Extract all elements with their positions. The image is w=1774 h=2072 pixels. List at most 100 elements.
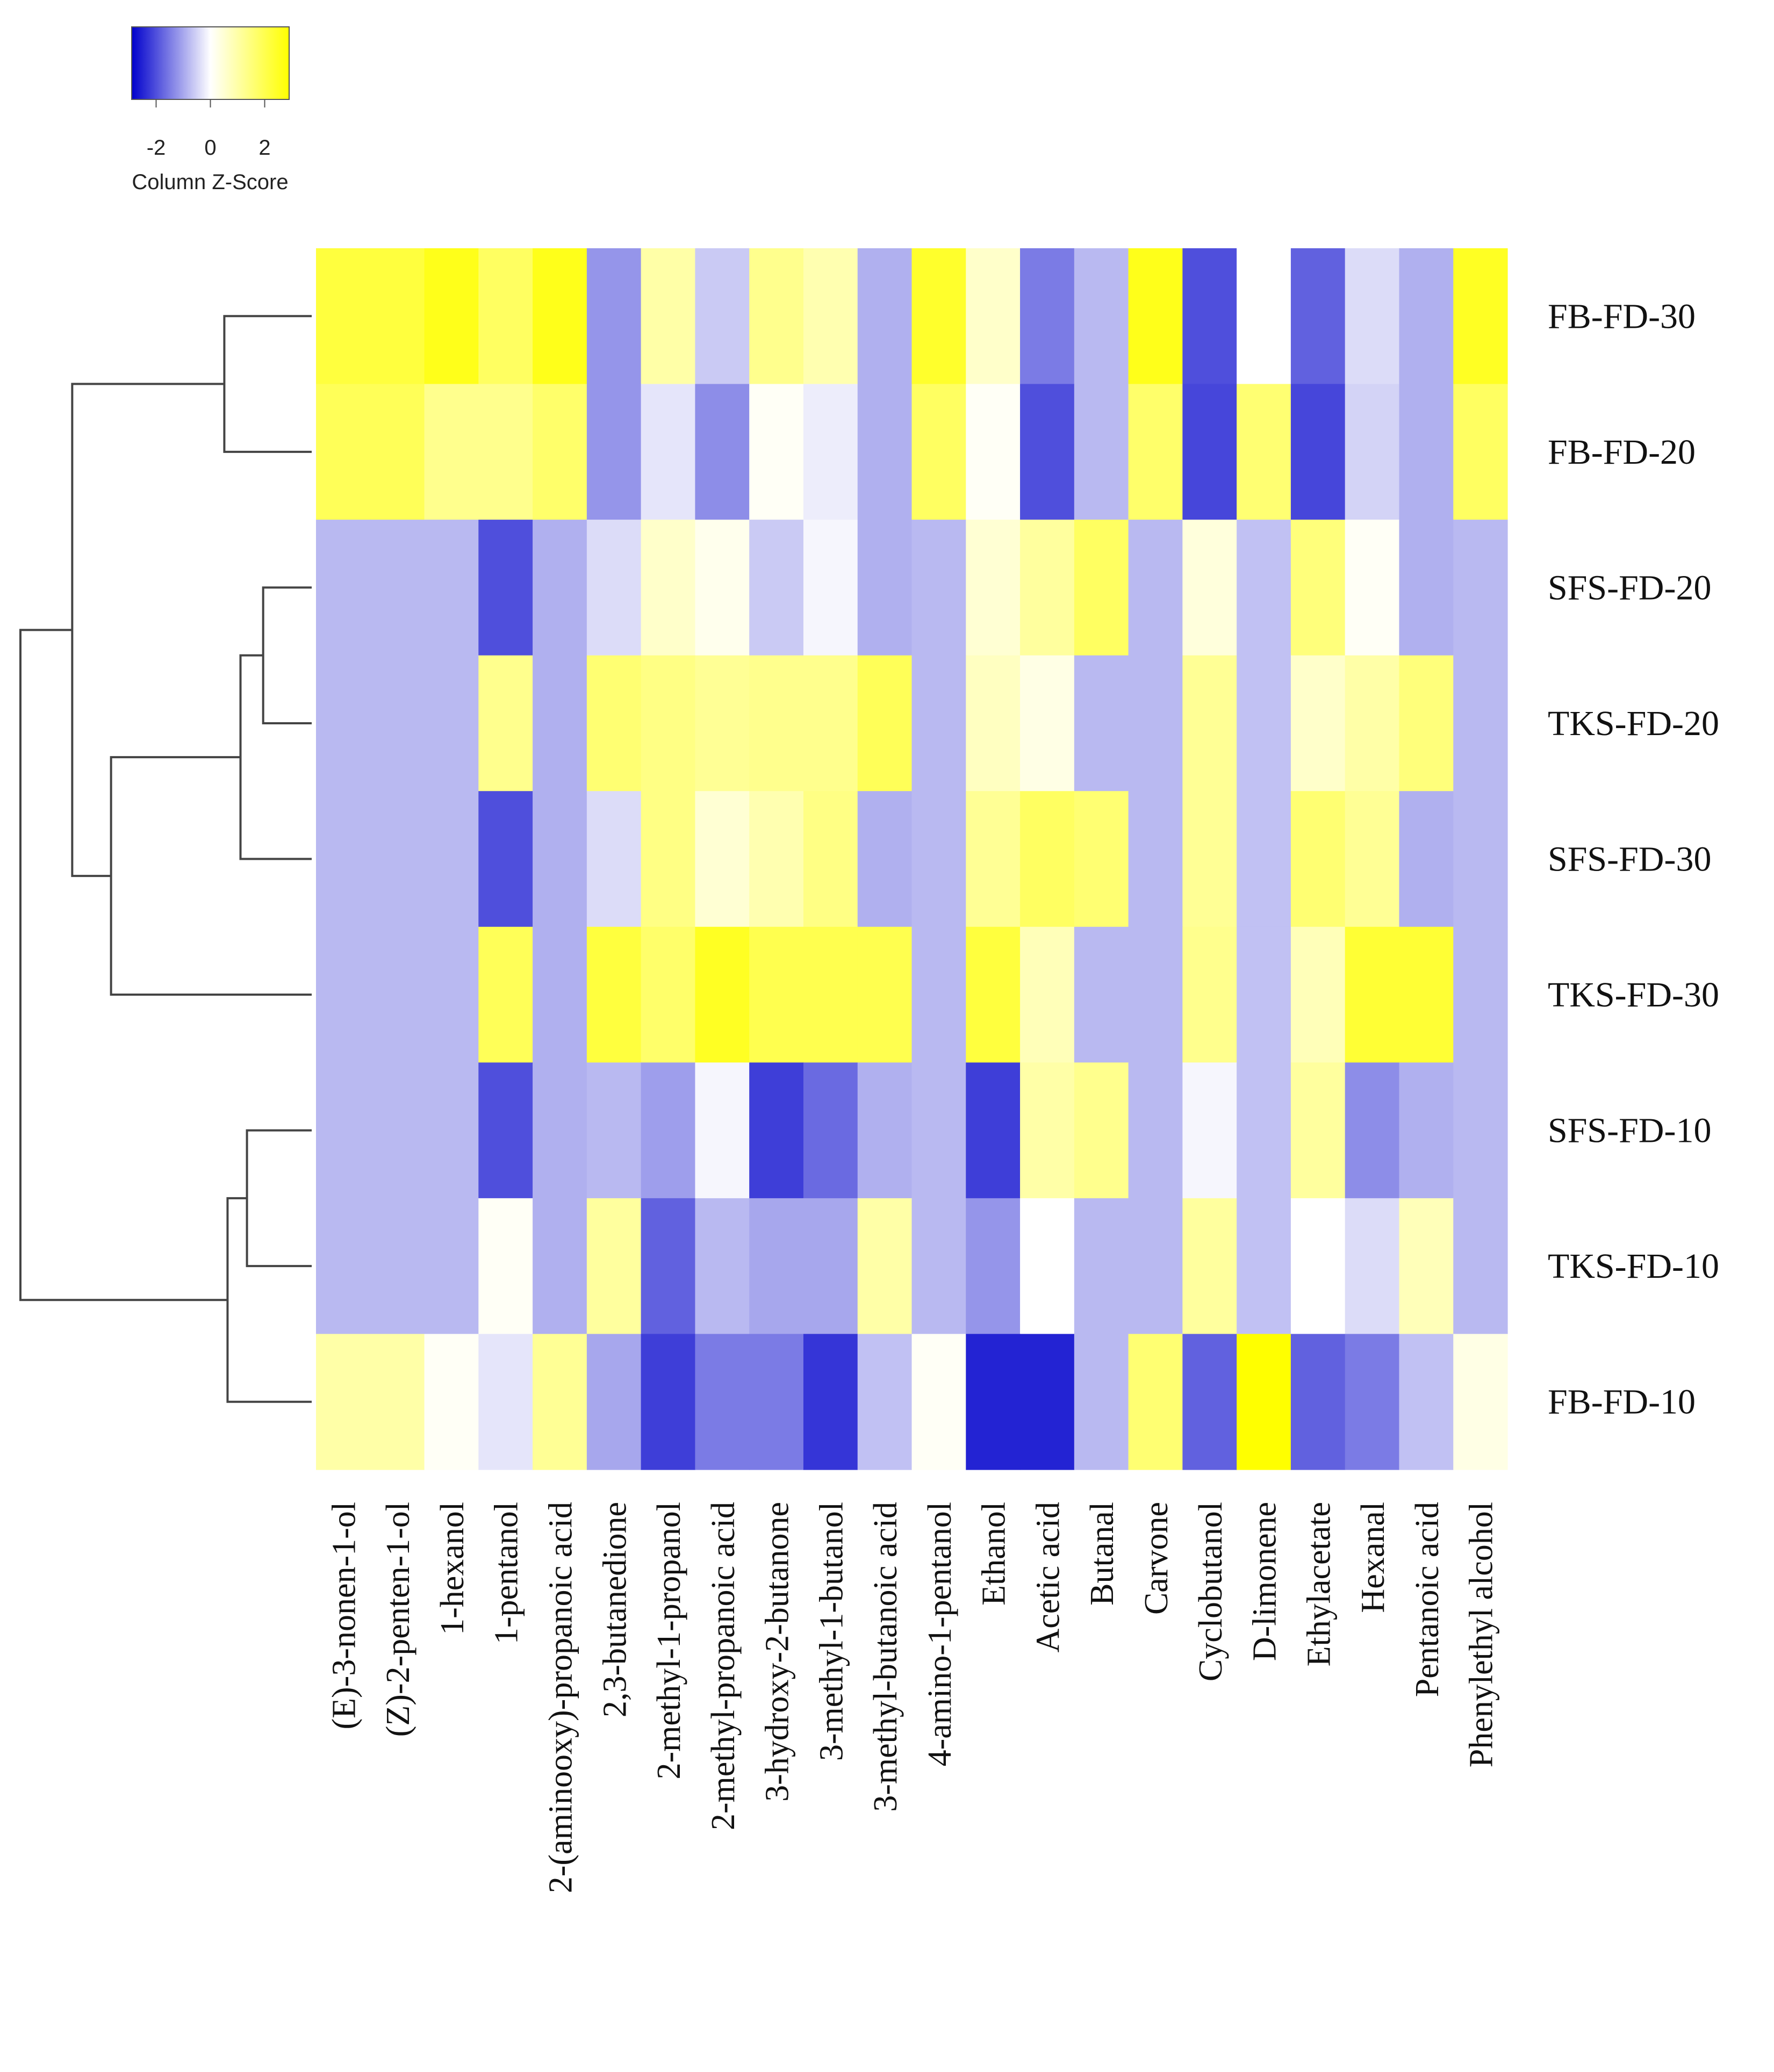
heatmap-cell (424, 520, 479, 656)
heatmap-cell (1128, 1062, 1183, 1199)
heatmap-cell (1399, 384, 1454, 520)
heatmap-cell (586, 791, 642, 927)
row-label-tks-fd-20: TKS-FD-20 (1548, 704, 1719, 743)
dendrogram-branch (223, 315, 312, 453)
heatmap-cell (1237, 791, 1291, 927)
heatmap-cell (316, 520, 371, 656)
heatmap-cell (478, 1198, 533, 1335)
heatmap-cell (641, 655, 696, 792)
heatmap-cell (1237, 655, 1291, 792)
heatmap-cell (857, 1062, 913, 1199)
heatmap-cell (749, 1198, 804, 1335)
heatmap-cell (1453, 520, 1508, 656)
heatmap-cell (641, 520, 696, 656)
heatmap-cell (1345, 248, 1400, 385)
heatmap-cell (1182, 1198, 1237, 1335)
heatmap-cell (857, 520, 913, 656)
heatmap-cell (1399, 1334, 1454, 1470)
heatmap-cell (1237, 1062, 1291, 1199)
heatmap-cell (424, 791, 479, 927)
color-key-gradient (131, 26, 290, 100)
heatmap-cell (857, 655, 913, 792)
heatmap-cell (1237, 384, 1291, 520)
column-label-3-hydroxy-2-butanone: 3-hydroxy-2-butanone (759, 1502, 796, 1802)
heatmap-cell (911, 1334, 966, 1470)
heatmap-cell (857, 926, 913, 1063)
heatmap-cell (1290, 655, 1346, 792)
heatmap-cell (1020, 1062, 1075, 1199)
heatmap-cell (478, 248, 533, 385)
heatmap-cell (586, 655, 642, 792)
heatmap-cell (1290, 926, 1346, 1063)
heatmap-cell (370, 926, 425, 1063)
heatmap-cell (641, 248, 696, 385)
heatmap-cell (803, 384, 858, 520)
heatmap-cell (424, 655, 479, 792)
heatmap-cell (533, 791, 587, 927)
heatmap-cell (641, 1334, 696, 1470)
row-label-sfs-fd-30: SFS-FD-30 (1548, 840, 1711, 879)
heatmap-cell (1237, 1334, 1291, 1470)
heatmap-cell (316, 248, 371, 385)
heatmap-cell (911, 1198, 966, 1335)
heatmap-cell (1182, 520, 1237, 656)
heatmap-cell (1074, 1198, 1129, 1335)
heatmap-cell (911, 248, 966, 385)
heatmap-cell (424, 926, 479, 1063)
heatmap-cell (857, 384, 913, 520)
heatmap-cell (1290, 1334, 1346, 1470)
column-label-carvone: Carvone (1138, 1502, 1175, 1615)
heatmap-cell (370, 1062, 425, 1199)
heatmap-cell (1399, 791, 1454, 927)
heatmap-cell (857, 1198, 913, 1335)
heatmap-cell (749, 248, 804, 385)
heatmap-cell (857, 1334, 913, 1470)
column-label-4-amino-1-pentanol: 4-amino-1-pentanol (922, 1502, 958, 1766)
dendrogram-branch (71, 383, 225, 877)
column-label-e-3-nonen-1-ol: (E)-3-nonen-1-ol (326, 1502, 362, 1730)
heatmap-cell (911, 926, 966, 1063)
heatmap-cell (966, 655, 1021, 792)
heatmap-cell (966, 926, 1021, 1063)
column-label-d-limonene: D-limonene (1247, 1502, 1283, 1661)
heatmap-cell (370, 791, 425, 927)
heatmap-cell (749, 1334, 804, 1470)
heatmap-cell (316, 926, 371, 1063)
heatmap-cell (533, 1198, 587, 1335)
heatmap-cell (478, 1062, 533, 1199)
heatmap-cell (1074, 1334, 1129, 1470)
heatmap-cell (1074, 384, 1129, 520)
heatmap-cell (966, 1062, 1021, 1199)
heatmap-cell (316, 1334, 371, 1470)
heatmap-cell (424, 1062, 479, 1199)
color-key-tick-label: 2 (258, 136, 270, 160)
heatmap-cell (966, 791, 1021, 927)
heatmap-cell (1074, 926, 1129, 1063)
heatmap-cell (1182, 926, 1237, 1063)
heatmap-cell (586, 1334, 642, 1470)
heatmap-cell (1020, 655, 1075, 792)
dendrogram-branch (239, 654, 312, 860)
heatmap-cell (1020, 791, 1075, 927)
heatmap-cell (316, 384, 371, 520)
heatmap-cell (695, 1062, 750, 1199)
color-key-tick-label: 0 (204, 136, 216, 160)
dendrogram-branch (110, 756, 312, 996)
color-key-ticks: -2 0 2 (147, 99, 271, 160)
column-label-pentanoic-acid: Pentanoic acid (1409, 1502, 1446, 1697)
heatmap-cell (586, 1198, 642, 1335)
heatmap-cell (478, 1334, 533, 1470)
heatmap-cell (966, 1198, 1021, 1335)
heatmap-cell (478, 384, 533, 520)
heatmap-grid (316, 248, 1508, 1470)
heatmap-cell (1182, 655, 1237, 792)
heatmap-cell (316, 1062, 371, 1199)
column-label-2-methyl-propanoic-acid: 2-methyl-propanoic acid (705, 1502, 742, 1830)
row-labels: FB-FD-30 FB-FD-20 SFS-FD-20 TKS-FD-20 SFS-FD… (1548, 297, 1719, 1421)
heatmap-cell (1020, 384, 1075, 520)
column-label-3-methyl-1-butanol: 3-methyl-1-butanol (813, 1502, 850, 1761)
heatmap-cell (586, 384, 642, 520)
heatmap-cell (1290, 384, 1346, 520)
heatmap-cell (1453, 1062, 1508, 1199)
column-label-cyclobutanol: Cyclobutanol (1193, 1502, 1229, 1681)
